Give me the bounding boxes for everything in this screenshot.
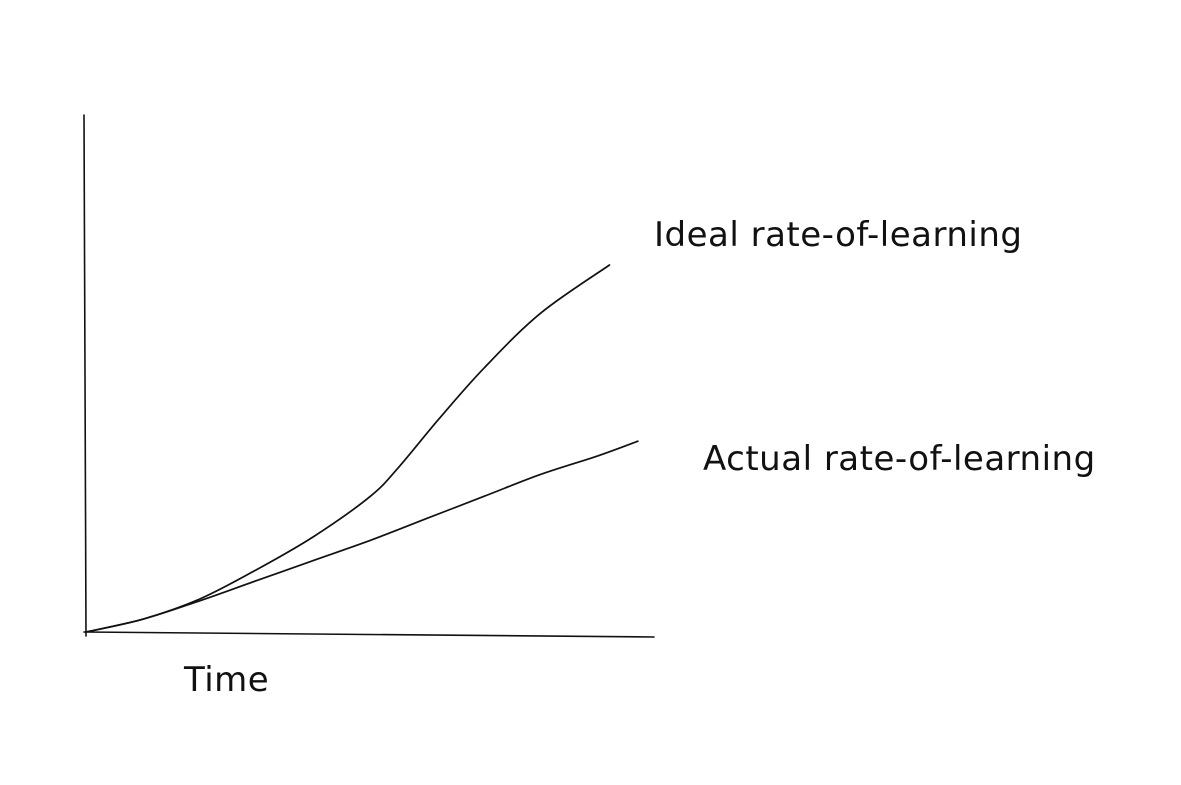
axes [83, 114, 655, 638]
series-label-ideal: Ideal rate-of-learning [654, 215, 1022, 255]
x-axis-label: Time [183, 660, 269, 700]
x-axis [83, 631, 655, 638]
series-line-actual [85, 440, 639, 633]
labels-group: Time Ideal rate-of-learning Actual rate-… [183, 215, 1096, 700]
y-axis [83, 114, 87, 637]
series-group [85, 264, 639, 633]
series-label-actual: Actual rate-of-learning [703, 439, 1096, 479]
series-line-ideal [85, 264, 611, 633]
